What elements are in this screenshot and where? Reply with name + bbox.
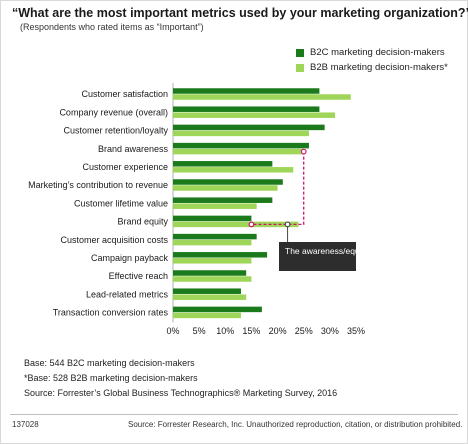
x-tick-label: 15% xyxy=(242,326,260,336)
base-note-b2c: Base: 544 B2C marketing decision-makers xyxy=(24,358,195,368)
bar-b2c xyxy=(173,215,252,222)
x-tick-label: 20% xyxy=(269,326,287,336)
bar-b2b xyxy=(173,258,252,264)
category-label: Campaign payback xyxy=(91,253,169,263)
bar-b2b xyxy=(173,203,257,209)
gap-marker-awareness xyxy=(300,148,307,155)
category-label: Customer lifetime value xyxy=(74,198,168,208)
bar-b2c xyxy=(173,252,268,258)
annotation-anchor xyxy=(284,221,291,228)
category-label: Brand equity xyxy=(117,217,168,227)
bar-b2b xyxy=(173,221,299,228)
legend-item-b2c: B2C marketing decision-makers xyxy=(296,45,448,60)
bar-b2c xyxy=(173,142,309,149)
bar-b2b xyxy=(173,185,278,191)
category-label: Transaction conversion rates xyxy=(53,308,169,318)
bar-b2c xyxy=(173,179,283,185)
legend-swatch-b2c xyxy=(296,48,304,57)
x-tick-label: 35% xyxy=(347,326,365,336)
category-label: Customer experience xyxy=(82,162,168,172)
x-tick-label: 10% xyxy=(216,326,234,336)
gap-connector-line xyxy=(251,151,305,226)
chart-title: “What are the most important metrics use… xyxy=(12,6,468,20)
bar-b2c xyxy=(173,306,262,313)
bar-b2b xyxy=(173,167,294,173)
x-tick-label: 0% xyxy=(166,326,179,336)
x-tick-label: 5% xyxy=(193,326,206,336)
bar-b2b xyxy=(173,148,304,155)
bar-b2c xyxy=(173,88,320,94)
legend-label-b2c: B2C marketing decision-makers xyxy=(310,47,445,58)
base-note-b2b: *Base: 528 B2B marketing decision-makers xyxy=(24,373,198,383)
document-id: 137028 xyxy=(12,420,39,429)
category-label: Marketing’s contribution to revenue xyxy=(28,180,168,190)
annotation-box xyxy=(279,242,356,271)
x-tick-label: 25% xyxy=(295,326,313,336)
category-label: Effective reach xyxy=(109,271,168,281)
bar-b2b xyxy=(173,276,252,282)
legend: B2C marketing decision-makers B2B market… xyxy=(296,45,448,75)
category-label: Customer acquisition costs xyxy=(60,235,168,245)
bar-b2b xyxy=(173,130,309,137)
bar-b2c xyxy=(173,288,241,294)
category-label: Customer retention/loyalty xyxy=(63,126,168,136)
category-label: Lead-related metrics xyxy=(86,289,169,299)
annotation-text-line1: The awareness/equity gap xyxy=(285,246,385,256)
bar-b2c xyxy=(173,270,247,276)
footer-divider xyxy=(10,414,458,415)
bar-b2c xyxy=(173,106,320,112)
gap-marker-equity xyxy=(248,221,255,228)
category-label: Company revenue (overall) xyxy=(59,107,168,117)
chart-subtitle: (Respondents who rated items as “Importa… xyxy=(20,22,204,32)
bar-b2b xyxy=(173,312,241,319)
bar-b2c xyxy=(173,161,273,167)
copyright-notice: Source: Forrester Research, Inc. Unautho… xyxy=(128,420,463,429)
bar-b2b xyxy=(173,112,336,118)
bar-b2b xyxy=(173,294,247,300)
bar-b2c xyxy=(173,124,325,131)
bar-b2c xyxy=(173,233,257,240)
legend-label-b2b: B2B marketing decision-makers* xyxy=(310,62,448,73)
category-label: Customer satisfaction xyxy=(81,89,168,99)
category-label: Brand awareness xyxy=(98,144,169,154)
legend-swatch-b2b xyxy=(296,63,304,72)
bar-b2b xyxy=(173,239,252,246)
source-note: Source: Forrester’s Global Business Tech… xyxy=(24,388,338,398)
x-tick-label: 30% xyxy=(321,326,339,336)
bar-b2b xyxy=(173,94,351,100)
legend-item-b2b: B2B marketing decision-makers* xyxy=(296,60,448,75)
bar-b2c xyxy=(173,197,273,203)
